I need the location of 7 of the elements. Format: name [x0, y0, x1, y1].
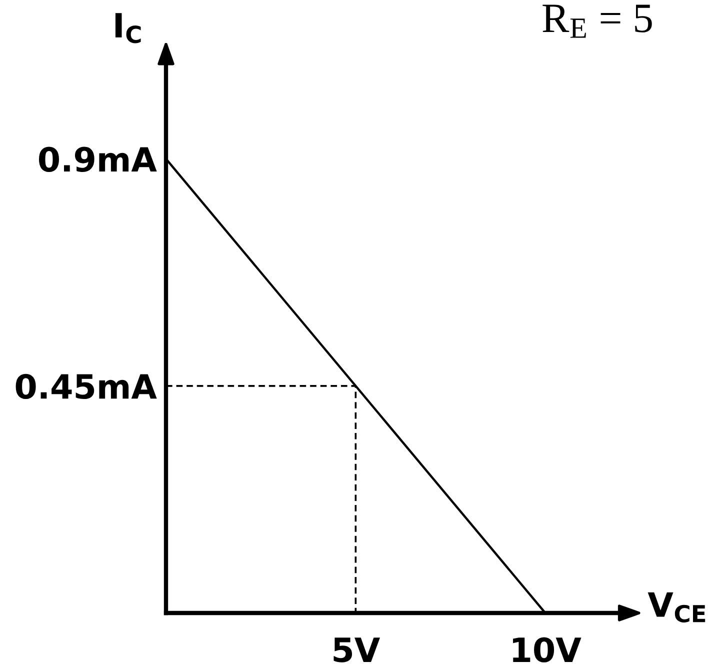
y-tick-label: 0.45mA — [16, 374, 157, 400]
y-tick-label: 0.9mA — [38, 146, 157, 172]
x-axis-title: V$_{CE}$ — [648, 592, 706, 623]
text: R$_{E}$ = 5 — [542, 4, 652, 38]
y-axis-title: I$_{C}$ — [115, 13, 141, 44]
x-tick-label: 10V — [513, 637, 582, 662]
x-tick-label: 5V — [334, 638, 380, 662]
